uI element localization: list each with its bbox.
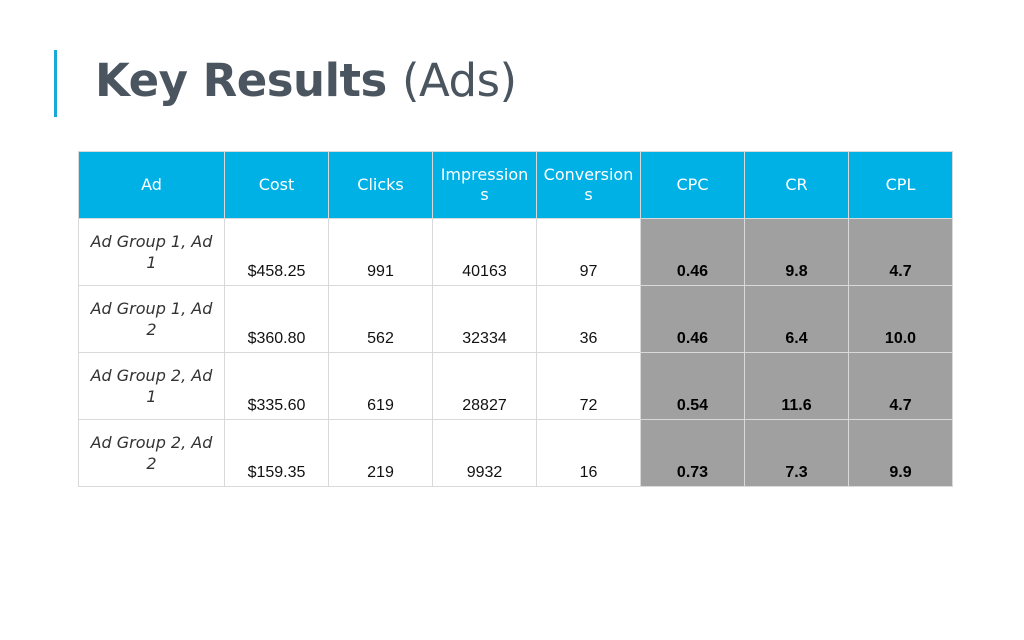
ad-name-cell: Ad Group 1, Ad 1 [78,218,225,286]
ad-name-cell: Ad Group 1, Ad 2 [78,285,225,353]
clicks-cell: 991 [328,218,433,286]
cpc-cell: 0.54 [640,352,745,420]
table-row: Ad Group 2, Ad 1 $335.60 619 28827 72 0.… [78,352,953,420]
conversions-cell: 72 [536,352,641,420]
header-cost: Cost [224,151,329,219]
impressions-cell: 28827 [432,352,537,420]
cpc-cell: 0.46 [640,285,745,353]
impressions-cell: 32334 [432,285,537,353]
header-impressions: Impressions [432,151,537,219]
cpl-cell: 9.9 [848,419,953,487]
cpl-cell: 4.7 [848,352,953,420]
header-cpl: CPL [848,151,953,219]
conversions-cell: 16 [536,419,641,487]
cost-cell: $360.80 [224,285,329,353]
table-row: Ad Group 1, Ad 1 $458.25 991 40163 97 0.… [78,218,953,286]
cr-cell: 6.4 [744,285,849,353]
header-row: Ad Cost Clicks Impressions Conversions C… [78,151,953,219]
title-accent-bar [54,50,57,117]
key-results-table: Ad Cost Clicks Impressions Conversions C… [78,151,953,487]
cost-cell: $458.25 [224,218,329,286]
clicks-cell: 619 [328,352,433,420]
header-cr: CR [744,151,849,219]
slide-title-main: Key Results [95,54,387,107]
cr-cell: 9.8 [744,218,849,286]
cpc-cell: 0.73 [640,419,745,487]
ad-name-cell: Ad Group 2, Ad 1 [78,352,225,420]
cpl-cell: 4.7 [848,218,953,286]
slide-title: Key Results (Ads) [95,50,517,112]
impressions-cell: 9932 [432,419,537,487]
slide-title-suffix: (Ads) [401,54,517,107]
cost-cell: $335.60 [224,352,329,420]
ad-name-cell: Ad Group 2, Ad 2 [78,419,225,487]
clicks-cell: 219 [328,419,433,487]
cpc-cell: 0.46 [640,218,745,286]
header-cpc: CPC [640,151,745,219]
cpl-cell: 10.0 [848,285,953,353]
impressions-cell: 40163 [432,218,537,286]
header-conversions: Conversions [536,151,641,219]
cost-cell: $159.35 [224,419,329,487]
cr-cell: 7.3 [744,419,849,487]
conversions-cell: 97 [536,218,641,286]
clicks-cell: 562 [328,285,433,353]
header-ad: Ad [78,151,225,219]
table-row: Ad Group 2, Ad 2 $159.35 219 9932 16 0.7… [78,419,953,487]
cr-cell: 11.6 [744,352,849,420]
header-clicks: Clicks [328,151,433,219]
conversions-cell: 36 [536,285,641,353]
table-row: Ad Group 1, Ad 2 $360.80 562 32334 36 0.… [78,285,953,353]
